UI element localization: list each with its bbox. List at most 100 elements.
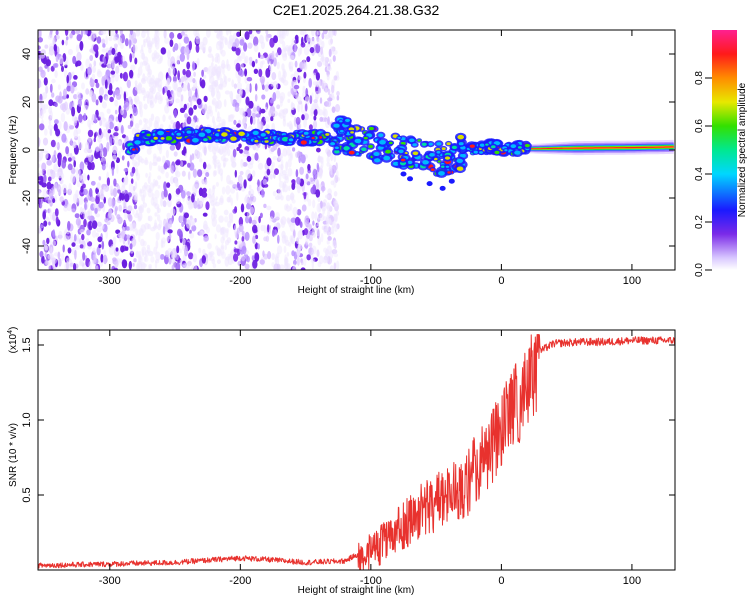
spectrogram-noise-cell: [146, 41, 153, 47]
spectrogram-noise-cell: [96, 221, 102, 227]
spectrogram-noise-cell: [231, 99, 234, 105]
spectrogram-noise-cell: [238, 143, 242, 149]
spectrogram-noise-cell: [289, 55, 295, 60]
spectrogram-noise-cell: [123, 104, 127, 110]
spectrogram-noise-cell: [75, 44, 80, 53]
spectrogram-noise-cell: [50, 30, 53, 35]
spectrogram-noise-cell: [113, 132, 119, 137]
spectrogram-noise-cell: [303, 118, 307, 128]
spectrogram-noise-cell: [154, 81, 159, 88]
spectrogram-noise-cell: [181, 170, 186, 177]
spectrogram-noise-cell: [141, 249, 145, 258]
spectrogram-noise-cell: [141, 30, 145, 33]
spectrogram-noise-cell: [305, 173, 309, 180]
spectrogram-noise-cell: [168, 115, 172, 120]
spectrogram-y-tick-label: -40: [21, 238, 33, 254]
spectrogram-noise-cell: [262, 250, 265, 257]
spectrogram-noise-cell: [327, 30, 334, 39]
spectrogram-noise-cell: [204, 179, 208, 185]
spectrogram-noise-cell: [220, 236, 225, 244]
spectrogram-noise-cell: [330, 151, 334, 162]
spectrogram-noise-cell: [280, 195, 284, 201]
spectrogram-noise-cell: [202, 224, 209, 230]
spectrogram-noise-cell: [54, 183, 58, 190]
spectrogram-noise-cell: [239, 176, 243, 183]
spectrogram-noise-cell: [157, 223, 162, 231]
spectrogram-noise-cell: [233, 253, 239, 262]
spectrogram-noise-cell: [138, 233, 141, 243]
spectrogram-noise-cell: [120, 124, 124, 134]
spectrogram-noise-cell: [55, 128, 61, 137]
spectrogram-noise-cell: [248, 30, 253, 35]
spectrogram-noise-cell: [215, 196, 219, 201]
spectrogram-noise-cell: [166, 212, 171, 219]
spectrogram-ridge-core: [441, 165, 445, 168]
spectrogram-noise-cell: [248, 100, 254, 109]
spectrogram-noise-cell: [260, 224, 265, 232]
spectrogram-noise-cell: [265, 106, 268, 112]
spectrogram-noise-cell: [312, 220, 315, 226]
spectrogram-noise-cell: [259, 259, 265, 265]
spectrogram-noise-cell: [284, 176, 290, 184]
spectrogram-noise-cell: [91, 230, 97, 238]
spectrogram-noise-cell: [220, 172, 223, 182]
spectrogram-noise-cell: [331, 84, 335, 94]
spectrogram-noise-cell: [87, 215, 92, 220]
spectrogram-noise-cell: [288, 185, 291, 191]
spectrogram-noise-cell: [129, 243, 133, 250]
spectrogram-noise-cell: [269, 216, 274, 222]
spectrogram-noise-cell: [52, 198, 56, 204]
spectrogram-noise-cell: [166, 236, 170, 242]
spectrogram-noise-cell: [157, 214, 161, 222]
spectrogram-noise-cell: [222, 145, 227, 153]
spectrogram-noise-cell: [326, 74, 330, 81]
spectrogram-noise-cell: [138, 83, 143, 89]
spectrogram-noise-cell: [154, 52, 160, 59]
spectrogram-noise-cell: [231, 181, 236, 188]
spectrogram-noise-cell: [89, 55, 94, 61]
spectrogram-noise-cell: [297, 48, 301, 57]
spectrogram-ridge-core: [160, 137, 165, 140]
spectrogram-ridge-core: [146, 133, 151, 137]
spectrogram-noise-cell: [331, 221, 336, 228]
spectrogram-noise-cell: [308, 78, 313, 88]
spectrogram-noise-cell: [46, 181, 52, 190]
spectrogram-noise-cell: [175, 262, 181, 270]
spectrogram-noise-cell: [282, 170, 287, 176]
spectrogram-noise-cell: [90, 197, 96, 202]
spectrogram-noise-cell: [234, 206, 238, 213]
spectrogram-noise-cell: [77, 135, 81, 145]
spectrogram-noise-cell: [202, 161, 207, 170]
spectrogram-noise-cell: [122, 60, 128, 69]
spectrogram-noise-cell: [327, 116, 330, 125]
spectrogram-noise-cell: [154, 179, 158, 187]
spectrogram-noise-cell: [258, 34, 264, 45]
spectrogram-noise-cell: [182, 160, 187, 165]
spectrogram-noise-cell: [147, 40, 153, 48]
spectrogram-noise-cell: [144, 157, 148, 164]
spectrogram-noise-cell: [261, 84, 265, 91]
spectrogram-noise-cell: [251, 112, 256, 119]
spectrogram-noise-cell: [91, 220, 98, 230]
spectrogram-noise-cell: [180, 160, 184, 167]
spectrogram-noise-cell: [167, 247, 173, 255]
spectrogram-noise-cell: [298, 155, 302, 164]
spectrogram-noise-cell: [321, 40, 325, 49]
spectrogram-noise-cell: [270, 164, 274, 174]
spectrogram-noise-cell: [196, 197, 200, 206]
spectrogram-noise-cell: [114, 109, 118, 115]
spectrogram-noise-cell: [66, 85, 72, 92]
spectrogram-noise-cell: [155, 251, 161, 261]
spectrogram-noise-cell: [250, 33, 254, 39]
spectrogram-noise-cell: [294, 43, 297, 53]
spectrogram-noise-cell: [78, 260, 83, 267]
spectrogram-noise-cell: [296, 209, 302, 216]
spectrogram-noise-cell: [137, 84, 141, 90]
spectrogram-ridge-core: [514, 150, 521, 155]
spectrogram-noise-cell: [225, 227, 230, 234]
spectrogram-noise-cell: [332, 55, 336, 62]
spectrogram-noise-cell: [118, 138, 123, 146]
spectrogram-noise-cell: [124, 38, 129, 47]
spectrogram-noise-cell: [255, 30, 260, 33]
spectrogram-noise-cell: [162, 155, 166, 164]
